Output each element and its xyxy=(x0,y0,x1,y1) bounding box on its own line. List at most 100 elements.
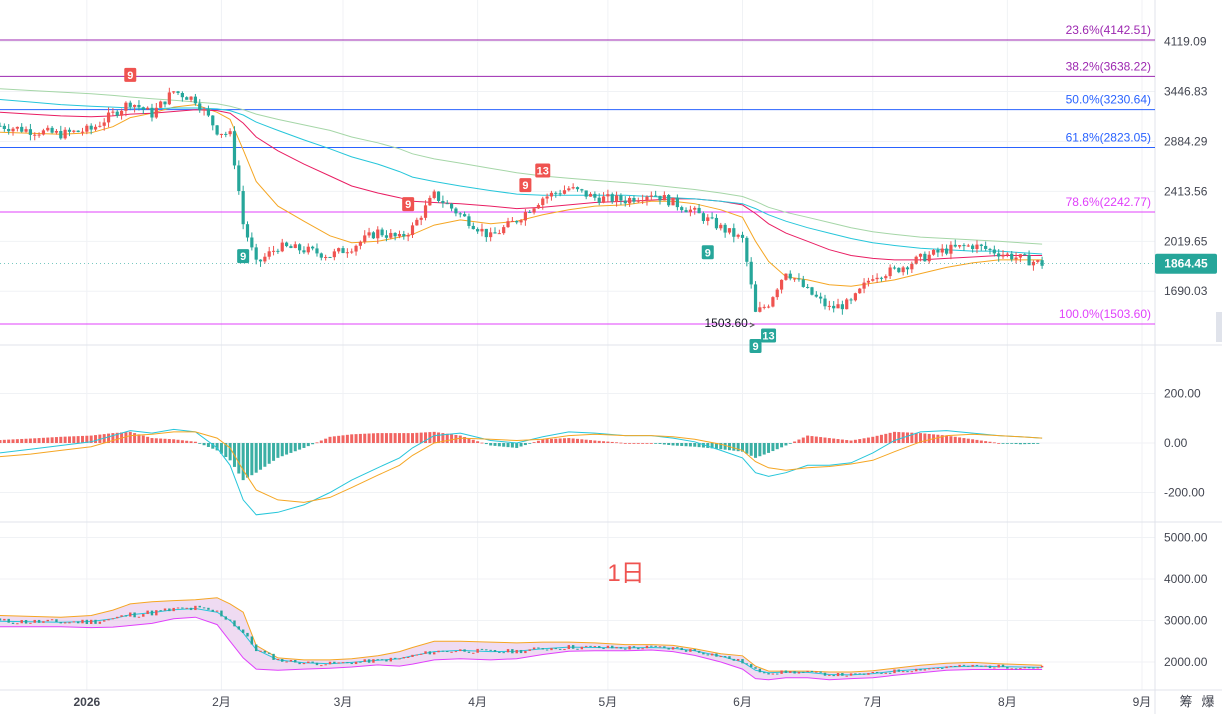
current-price-label: 1864.45 xyxy=(1164,257,1208,271)
macd-histogram-bar xyxy=(206,443,210,447)
band-candle xyxy=(528,649,531,651)
price-tick-label: 2019.65 xyxy=(1164,234,1208,248)
candle-body xyxy=(271,250,276,252)
band-candle xyxy=(524,650,527,654)
macd-dea-line xyxy=(0,431,1043,503)
band-candle xyxy=(11,622,15,624)
candle-body xyxy=(33,134,37,136)
macd-histogram-bar xyxy=(988,441,992,443)
band-candle xyxy=(832,674,835,677)
band-candle xyxy=(120,615,123,617)
macd-histogram-bar xyxy=(219,443,223,454)
band-candle xyxy=(589,645,592,647)
candle-body xyxy=(441,200,445,204)
low-price-marker: 1503.60 xyxy=(704,316,748,330)
macd-histogram-bar xyxy=(146,436,150,443)
candle-body xyxy=(0,125,2,127)
band-candle xyxy=(771,673,775,675)
band-candle xyxy=(294,660,297,663)
footer-button[interactable]: 筹 xyxy=(1179,694,1192,709)
macd-histogram-bar xyxy=(836,439,840,443)
candle-body xyxy=(211,115,215,126)
time-tick-label: 6月 xyxy=(733,695,752,709)
band-candle xyxy=(46,619,49,622)
band-candle xyxy=(901,671,905,673)
footer-button[interactable]: 爆 xyxy=(1201,694,1214,709)
band-candle xyxy=(268,652,271,654)
macd-histogram-bar xyxy=(215,443,219,451)
band-candle xyxy=(988,665,992,669)
band-candle xyxy=(749,664,753,668)
macd-histogram-bar xyxy=(788,443,792,444)
candle-body xyxy=(771,297,775,307)
td-marker-badge xyxy=(701,245,714,260)
candle-body xyxy=(927,254,931,262)
band-candle xyxy=(576,648,579,650)
band-candle xyxy=(606,645,610,649)
macd-histogram-bar xyxy=(267,443,271,464)
macd-histogram-bar xyxy=(1018,443,1022,445)
macd-histogram-bar xyxy=(823,437,827,443)
macd-histogram-bar xyxy=(111,433,115,443)
band-candle xyxy=(194,605,197,611)
td-marker-label: 13 xyxy=(537,166,549,178)
band-candle xyxy=(259,650,262,652)
macd-histogram-bar xyxy=(532,442,536,443)
macd-histogram-bar xyxy=(754,443,758,458)
band-candle xyxy=(736,659,740,661)
candle-body xyxy=(315,248,319,254)
candle-body xyxy=(979,244,983,246)
band-candle xyxy=(710,653,714,656)
band-candle xyxy=(763,672,766,674)
band-candle xyxy=(506,649,510,653)
macd-histogram-bar xyxy=(493,443,497,446)
band-candle xyxy=(611,645,614,649)
macd-histogram-bar xyxy=(276,443,280,458)
band-candle xyxy=(723,656,727,658)
band-candle xyxy=(302,662,306,665)
candle-body xyxy=(476,229,480,232)
side-panel-toggle[interactable] xyxy=(1216,312,1222,342)
macd-histogram-bar xyxy=(975,439,979,443)
macd-histogram-bar xyxy=(576,438,579,443)
candle-body xyxy=(1014,257,1018,260)
band-candle xyxy=(172,607,175,612)
candle-body xyxy=(1040,260,1044,266)
macd-histogram-bar xyxy=(467,438,471,443)
band-candle xyxy=(515,649,518,654)
band-candle xyxy=(220,610,223,617)
candle-body xyxy=(797,278,801,280)
candle-body xyxy=(406,234,410,237)
band-candle xyxy=(350,662,353,665)
macd-histogram-bar xyxy=(463,436,467,443)
macd-histogram-bar xyxy=(302,443,306,448)
candle-body xyxy=(115,111,119,116)
band-candle xyxy=(285,661,288,663)
candle-body xyxy=(497,233,501,235)
macd-histogram-bar xyxy=(710,443,714,449)
fib-label: 78.6%(2242.77) xyxy=(1066,195,1151,209)
candle-body xyxy=(250,237,254,248)
macd-histogram-bar xyxy=(736,443,740,452)
macd-histogram-bar xyxy=(706,443,710,448)
bands-tick-label: 5000.00 xyxy=(1164,531,1208,545)
macd-histogram-bar xyxy=(37,438,41,443)
macd-histogram-bar xyxy=(979,440,983,443)
macd-histogram-bar xyxy=(167,439,171,443)
macd-histogram-bar xyxy=(28,438,32,443)
candle-body xyxy=(988,248,992,250)
candle-body xyxy=(601,196,606,203)
band-candle xyxy=(389,657,392,662)
band-candle xyxy=(367,659,371,663)
candle-body xyxy=(141,107,145,110)
macd-histogram-bar xyxy=(1036,443,1040,444)
macd-histogram-bar xyxy=(741,443,744,452)
band-candle xyxy=(828,674,831,676)
candle-body xyxy=(185,97,189,100)
macd-histogram-bar xyxy=(797,439,801,443)
band-candle xyxy=(784,670,788,673)
macd-histogram-bar xyxy=(1031,443,1035,444)
band-candle xyxy=(380,659,384,661)
